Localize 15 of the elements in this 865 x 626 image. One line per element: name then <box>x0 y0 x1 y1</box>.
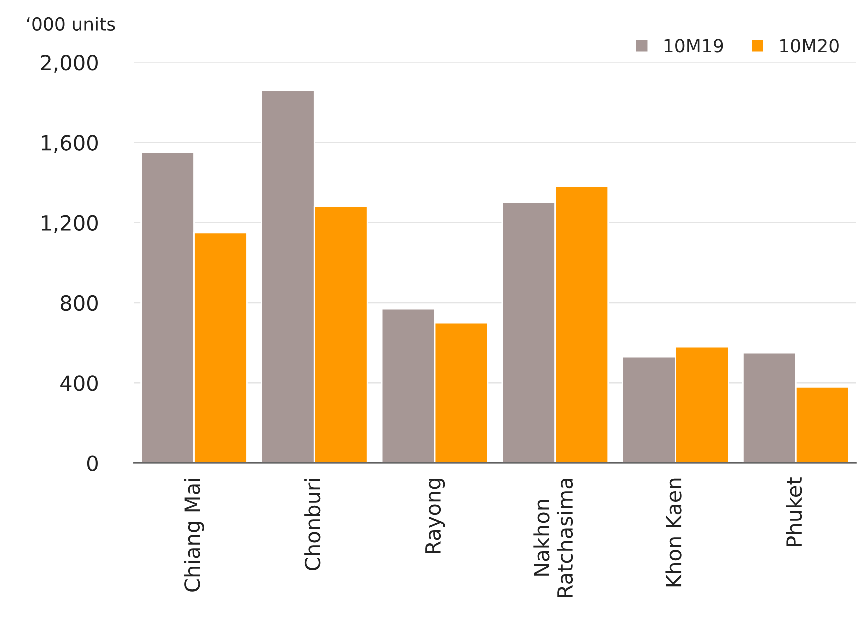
y-axis-title: ‘000 units <box>27 17 116 32</box>
y-tick-label: 2,000 <box>41 55 98 73</box>
y-tick-label: 400 <box>60 376 98 392</box>
y-tick-label: 1,600 <box>42 135 98 154</box>
legend-label: 10M20 <box>780 39 839 53</box>
legend-label: 10M19 <box>664 39 724 53</box>
x-tick-label: Rayong <box>426 479 446 554</box>
x-tick-label: Chiang Mai <box>184 479 204 592</box>
x-tick-label: Nakhon Ratchasima <box>534 479 574 598</box>
x-tick-label: Chonburi <box>304 479 321 570</box>
x-tick-label: Khon Kaen <box>666 478 682 587</box>
y-tick-label: 0 <box>87 456 98 472</box>
x-tick-label: Phuket <box>786 478 802 546</box>
y-tick-label: 800 <box>61 295 98 312</box>
y-tick-label: 1,200 <box>42 215 98 234</box>
